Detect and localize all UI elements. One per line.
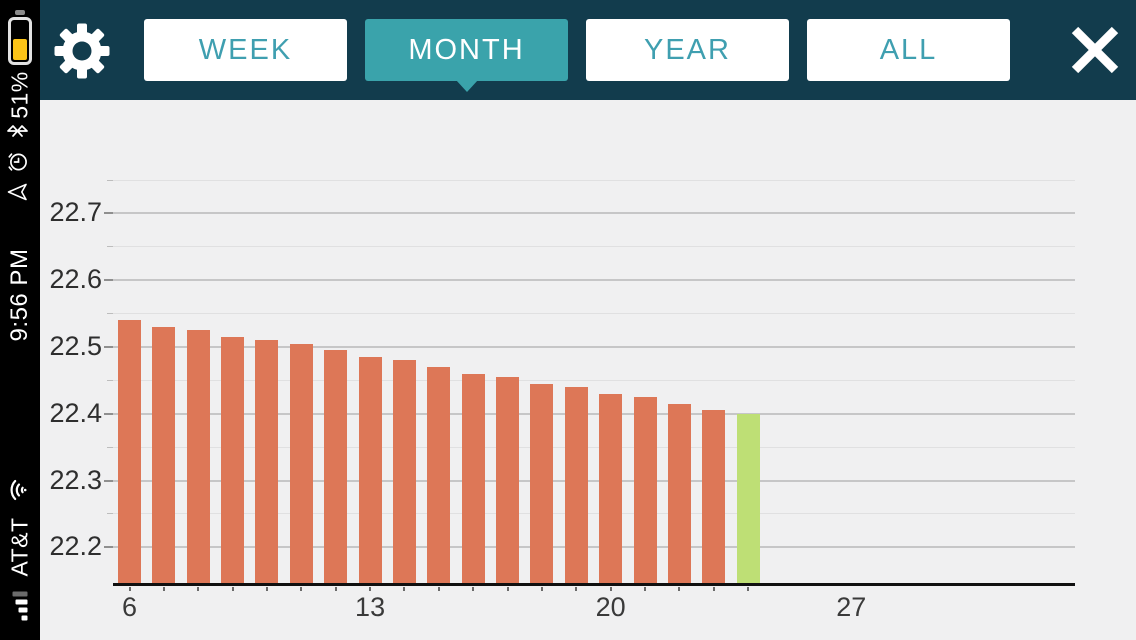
major-tick [104,479,113,482]
selected-tab-notch [455,80,478,92]
major-gridline [113,412,1075,415]
x-tick-label: 20 [595,592,626,622]
bar-day-19[interactable] [564,387,588,583]
bar-day-10[interactable] [255,340,279,583]
y-tick-label: 22.7 [49,197,102,228]
minor-tick [107,246,113,248]
y-tick-label: 22.2 [49,531,102,562]
x-axis-tick [300,587,303,591]
minor-gridline [113,179,1075,181]
major-gridline [113,546,1075,549]
major-tick [104,546,113,549]
tab-year[interactable]: YEAR [586,19,789,81]
header: WEEK MONTH YEAR ALL [40,0,1136,100]
location-arrow-icon [7,181,34,203]
bar-day-13[interactable] [358,356,382,583]
y-tick-label: 22.4 [49,397,102,428]
x-axis-tick [403,587,406,591]
y-tick-label: 22.5 [49,330,102,361]
minor-tick [107,446,113,448]
x-tick-label: 6 [121,592,138,622]
x-axis-tick [472,587,475,591]
x-axis-tick [644,587,647,591]
bar-day-15[interactable] [427,367,451,583]
signal-bar [15,599,28,605]
x-axis-line [113,583,1075,586]
x-axis-tick [747,587,750,591]
major-gridline [113,279,1075,282]
status-bar: 51% 9:56 PM [0,0,40,640]
minor-tick [107,513,113,515]
bar-day-20[interactable] [599,393,623,583]
battery-fill [13,39,27,60]
battery-percent: 51% [6,71,33,119]
minor-gridline [113,379,1075,381]
x-tick-label: 13 [355,592,386,622]
x-axis-tick [506,587,509,591]
x-axis-tick [437,587,440,591]
bluetooth-icon [6,123,35,139]
minor-gridline [113,246,1075,248]
bar-day-14[interactable] [392,360,416,583]
bar-day-12[interactable] [324,350,348,583]
major-tick [104,345,113,348]
x-tick-label: 27 [836,592,867,622]
bar-day-17[interactable] [496,377,520,583]
signal-bars-icon [12,591,28,621]
minor-tick [107,379,113,381]
bar-day-11[interactable] [289,343,313,583]
x-axis-tick [678,587,681,591]
x-axis-tick [128,587,131,591]
x-axis-tick [197,587,200,591]
x-axis-tick [575,587,578,591]
minor-gridline [113,513,1075,515]
x-axis-tick [231,587,234,591]
major-tick [104,279,113,282]
minor-gridline [113,313,1075,315]
tab-month[interactable]: MONTH [365,19,568,92]
minor-gridline [113,446,1075,448]
battery-icon [8,10,32,68]
x-axis-tick [540,587,543,591]
x-axis-tick [334,587,337,591]
signal-bar [12,591,28,597]
y-tick-label: 22.6 [49,264,102,295]
tab-all[interactable]: ALL [807,19,1010,81]
signal-bar [21,615,28,621]
bar-day-18[interactable] [530,383,554,583]
major-gridline [113,212,1075,215]
bar-day-7[interactable] [152,326,176,583]
minor-tick [107,313,113,315]
bar-day-8[interactable] [186,330,210,583]
carrier-label: AT&T [6,517,33,577]
time-range-tabs: WEEK MONTH YEAR ALL [144,19,1010,92]
alarm-clock-icon [7,151,34,173]
major-gridline [113,479,1075,482]
major-gridline [113,345,1075,348]
bar-day-24[interactable] [736,413,760,583]
status-time: 9:56 PM [6,248,33,342]
x-axis-tick [265,587,268,591]
bar-day-9[interactable] [221,336,245,583]
settings-gear-icon[interactable] [54,23,110,79]
x-axis-tick [609,587,612,591]
major-tick [104,412,113,415]
x-axis-tick [162,587,165,591]
close-icon[interactable] [1070,26,1120,74]
x-axis-tick [712,587,715,591]
bar-day-22[interactable] [667,403,691,583]
tab-week[interactable]: WEEK [144,19,347,81]
wifi-icon [8,478,32,502]
bar-day-6[interactable] [118,320,141,583]
minor-tick [107,179,113,181]
bar-day-21[interactable] [633,397,657,583]
major-tick [104,212,113,215]
signal-bar [18,607,28,613]
bar-day-23[interactable] [702,410,726,583]
x-axis-tick [369,587,372,591]
y-tick-label: 22.3 [49,464,102,495]
bar-day-16[interactable] [461,373,485,583]
